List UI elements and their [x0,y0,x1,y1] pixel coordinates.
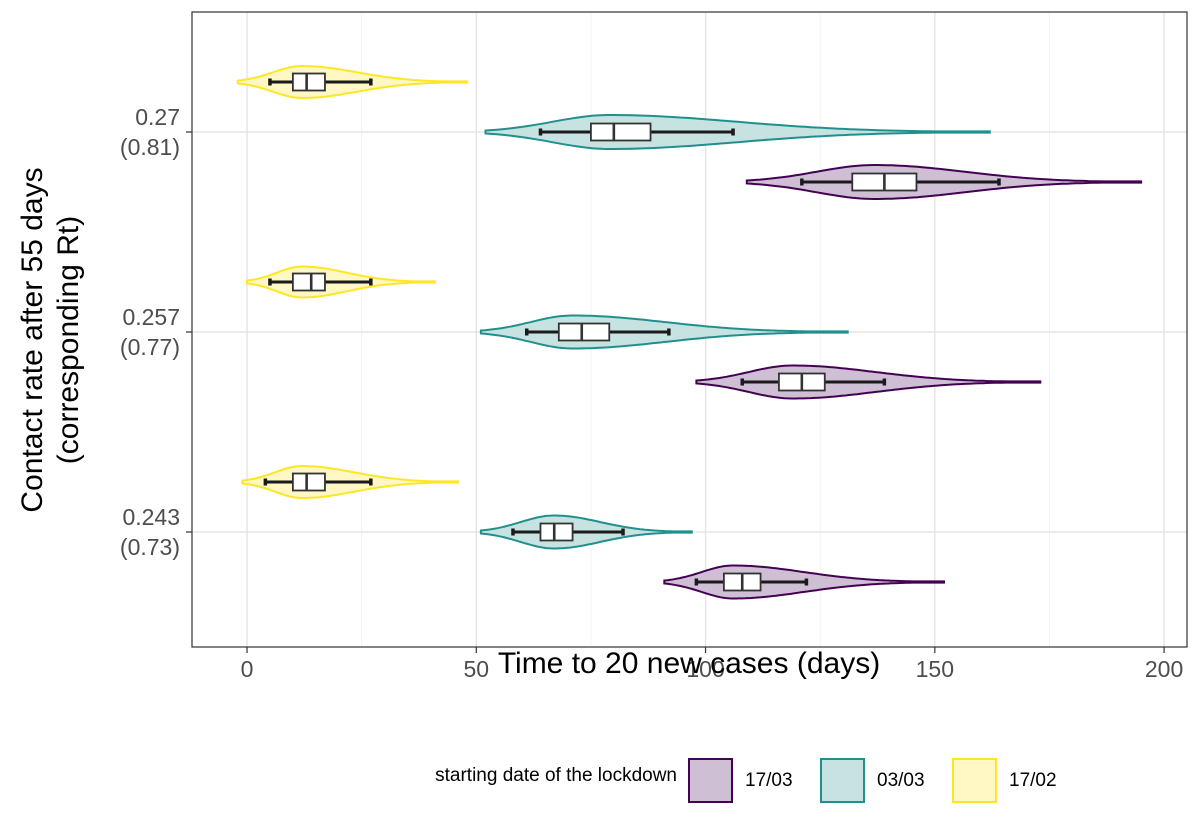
legend-key [820,758,865,803]
y-axis-title-line1: Contact rate after 55 days [16,167,49,512]
box-iqr [291,472,326,492]
box-iqr [590,122,652,142]
x-tick-label: 200 [1145,656,1183,682]
legend-label: 03/03 [877,770,925,791]
x-tick-label: 150 [916,656,954,682]
y-axis-title-line2: (corresponding Rt) [52,216,85,464]
y-tick-label: 0.257 [122,304,180,330]
legend-label: 17/02 [1009,770,1057,791]
legend: starting date of the lockdown 17/03 03/03… [435,758,1057,803]
y-tick-label: 0.27 [135,104,180,130]
y-tick-label: 0.243 [122,504,180,530]
box-iqr [291,72,326,92]
y-tick-label-rt: (0.73) [120,534,180,560]
legend-key [688,758,733,803]
box-iqr [539,522,574,542]
x-axis-title: Time to 20 new cases (days) [498,647,880,680]
x-tick-label: 100 [686,656,724,682]
plot-panel-border [191,11,1188,648]
y-tick-label-rt: (0.81) [120,134,180,160]
legend-label: 17/03 [745,770,793,791]
legend-items: 17/03 03/03 17/02 [688,758,1057,803]
legend-title: starting date of the lockdown [435,765,677,786]
x-tick-label: 0 [241,656,254,682]
y-tick-label-rt: (0.77) [120,334,180,360]
axes: 0 50 100 150 200 0.27 (0.81) 0.257 (0.77) 0.243 (0… [120,104,1183,682]
x-tick-label: 50 [463,656,489,682]
legend-key [952,758,997,803]
boxplots [263,72,1001,592]
box-iqr [291,272,326,292]
box-iqr [557,322,611,342]
